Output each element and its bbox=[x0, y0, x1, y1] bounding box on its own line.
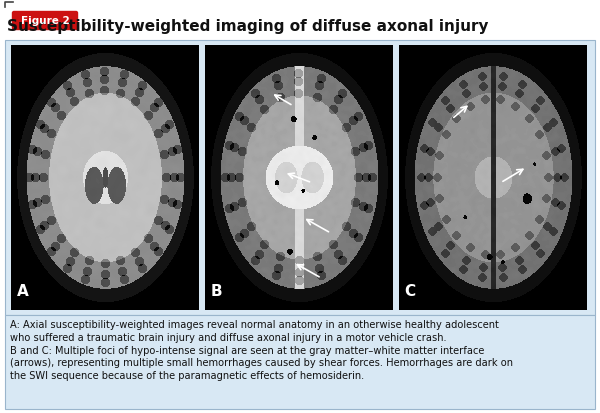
Text: the SWI sequence because of the paramagnetic effects of hemosiderin.: the SWI sequence because of the paramagn… bbox=[10, 371, 364, 381]
Text: A: A bbox=[17, 285, 28, 299]
Text: A: Axial susceptibility-weighted images reveal normal anatomy in an otherwise he: A: Axial susceptibility-weighted images … bbox=[10, 320, 499, 330]
Bar bbox=[5, 40, 595, 315]
Text: B and C: Multiple foci of hypo-intense signal are seen at the gray matter–white : B and C: Multiple foci of hypo-intense s… bbox=[10, 346, 484, 356]
Text: (arrows), representing multiple small hemorrhages caused by shear forces. Hemorr: (arrows), representing multiple small he… bbox=[10, 358, 513, 368]
Text: Susceptibility-weighted imaging of diffuse axonal injury: Susceptibility-weighted imaging of diffu… bbox=[7, 19, 488, 34]
Text: C: C bbox=[404, 285, 416, 299]
Text: who suffered a traumatic brain injury and diffuse axonal injury in a motor vehic: who suffered a traumatic brain injury an… bbox=[10, 333, 446, 343]
FancyBboxPatch shape bbox=[13, 12, 77, 29]
Text: B: B bbox=[211, 285, 222, 299]
Text: Figure 2: Figure 2 bbox=[20, 16, 70, 26]
Bar bbox=[5, 315, 595, 409]
